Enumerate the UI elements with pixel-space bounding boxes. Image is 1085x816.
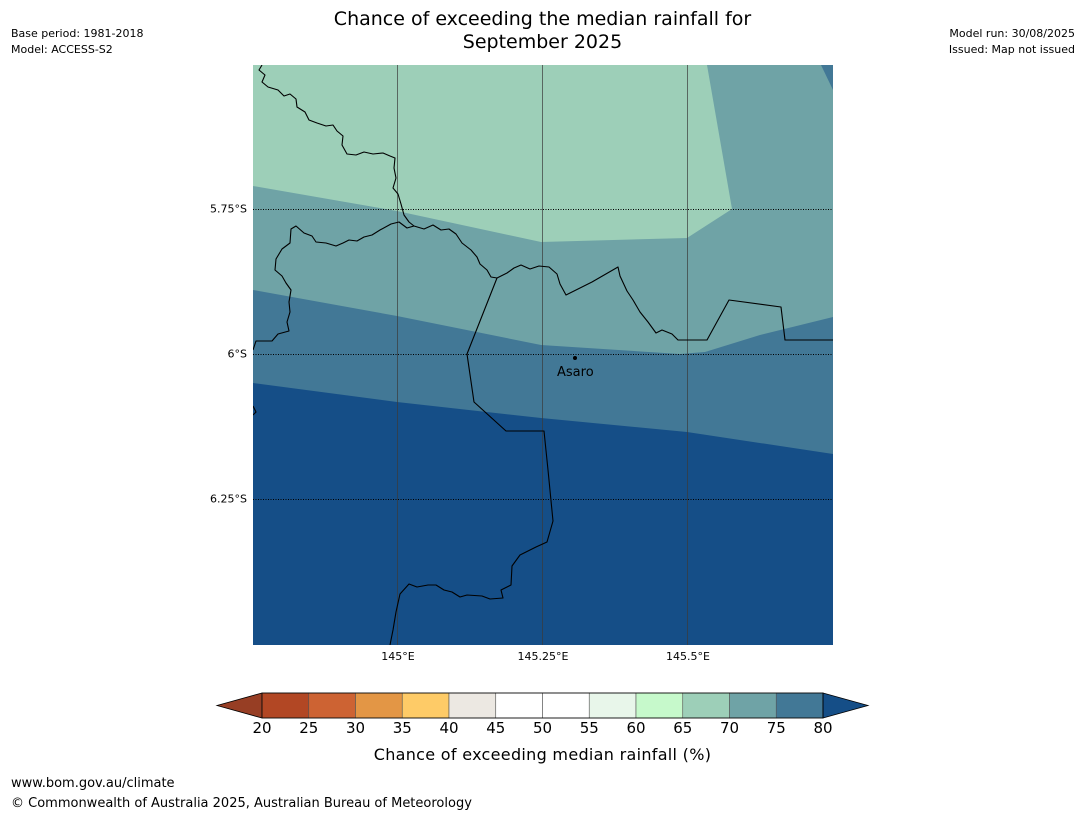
map-area (253, 65, 833, 645)
colorbar-tick-80: 80 (813, 719, 833, 737)
colorbar-segment-35-40 (401, 692, 450, 719)
colorbar-tick-45: 45 (486, 719, 506, 737)
lat-label-5-75: 5.75°S (210, 202, 247, 216)
colorbar-extend-under (215, 692, 263, 719)
map-title-line-2: September 2025 (462, 31, 623, 53)
province-boundary-north (413, 224, 833, 341)
province-boundary-south (389, 277, 554, 645)
lat-label-6-25: 6.25°S (210, 492, 247, 506)
colorbar-segment-45-50 (495, 692, 543, 719)
map-title-line-1: Chance of exceeding the median rainfall … (333, 8, 752, 30)
colorbar-frame (261, 692, 824, 719)
colorbar-segment-30-35 (355, 692, 403, 719)
colorbar-extend-over (822, 692, 870, 719)
footer-url: www.bom.gov.au/climate (11, 776, 175, 791)
colorbar-segment-60-65 (635, 692, 684, 719)
colorbar-segment-20-25 (261, 692, 310, 719)
lon-label-145-25: 145.25°E (517, 650, 569, 663)
place-label-asaro: Asaro (557, 365, 594, 380)
model-info: Base period: 1981-2018 Model: ACCESS-S2 (11, 26, 143, 58)
map-title: Chance of exceeding the median rainfall … (0, 8, 1085, 54)
region-70-75-corner (821, 65, 833, 90)
place-marker (573, 356, 577, 360)
colorbar-label: Chance of exceeding median rainfall (%) (373, 745, 712, 764)
colorbar-tick-30: 30 (345, 719, 366, 737)
run-info: Model run: 30/08/2025 Issued: Map not is… (949, 26, 1075, 58)
colorbar-segment-40-45 (448, 692, 497, 719)
colorbar-tick-50: 50 (532, 719, 553, 737)
model-run-text: Model run: 30/08/2025 (949, 27, 1075, 40)
lat-label-6: 6°S (227, 347, 247, 361)
colorbar-tick-40: 40 (439, 719, 459, 737)
base-period-text: Base period: 1981-2018 (11, 27, 144, 40)
colorbar-segment-75-80 (775, 692, 824, 719)
issued-text: Issued: Map not issued (948, 43, 1075, 56)
colorbar-segment-55-60 (588, 692, 637, 719)
colorbar-segment-50-55 (542, 692, 590, 719)
colorbar-segment-70-75 (729, 692, 777, 719)
province-boundary-west-edge (253, 405, 257, 416)
footer-copyright: © Commonwealth of Australia 2025, Austra… (11, 796, 472, 811)
colorbar-tick-75: 75 (766, 719, 786, 737)
colorbar-segment-25-30 (308, 692, 356, 719)
model-name-text: Model: ACCESS-S2 (11, 43, 113, 56)
colorbar-tick-20: 20 (252, 719, 272, 737)
region-65-70 (253, 65, 732, 242)
colorbar-tick-65: 65 (673, 719, 693, 737)
colorbar-tick-25: 25 (299, 719, 319, 737)
colorbar-tick-60: 60 (626, 719, 646, 737)
lon-label-145: 145°E (381, 650, 415, 663)
province-boundary-west (253, 65, 415, 351)
colorbar-tick-70: 70 (719, 719, 740, 737)
colorbar (215, 692, 870, 719)
colorbar-tick-55: 55 (579, 719, 599, 737)
lon-label-145-5: 145.5°E (666, 650, 710, 663)
colorbar-segment-65-70 (682, 692, 730, 719)
colorbar-tick-35: 35 (392, 719, 412, 737)
